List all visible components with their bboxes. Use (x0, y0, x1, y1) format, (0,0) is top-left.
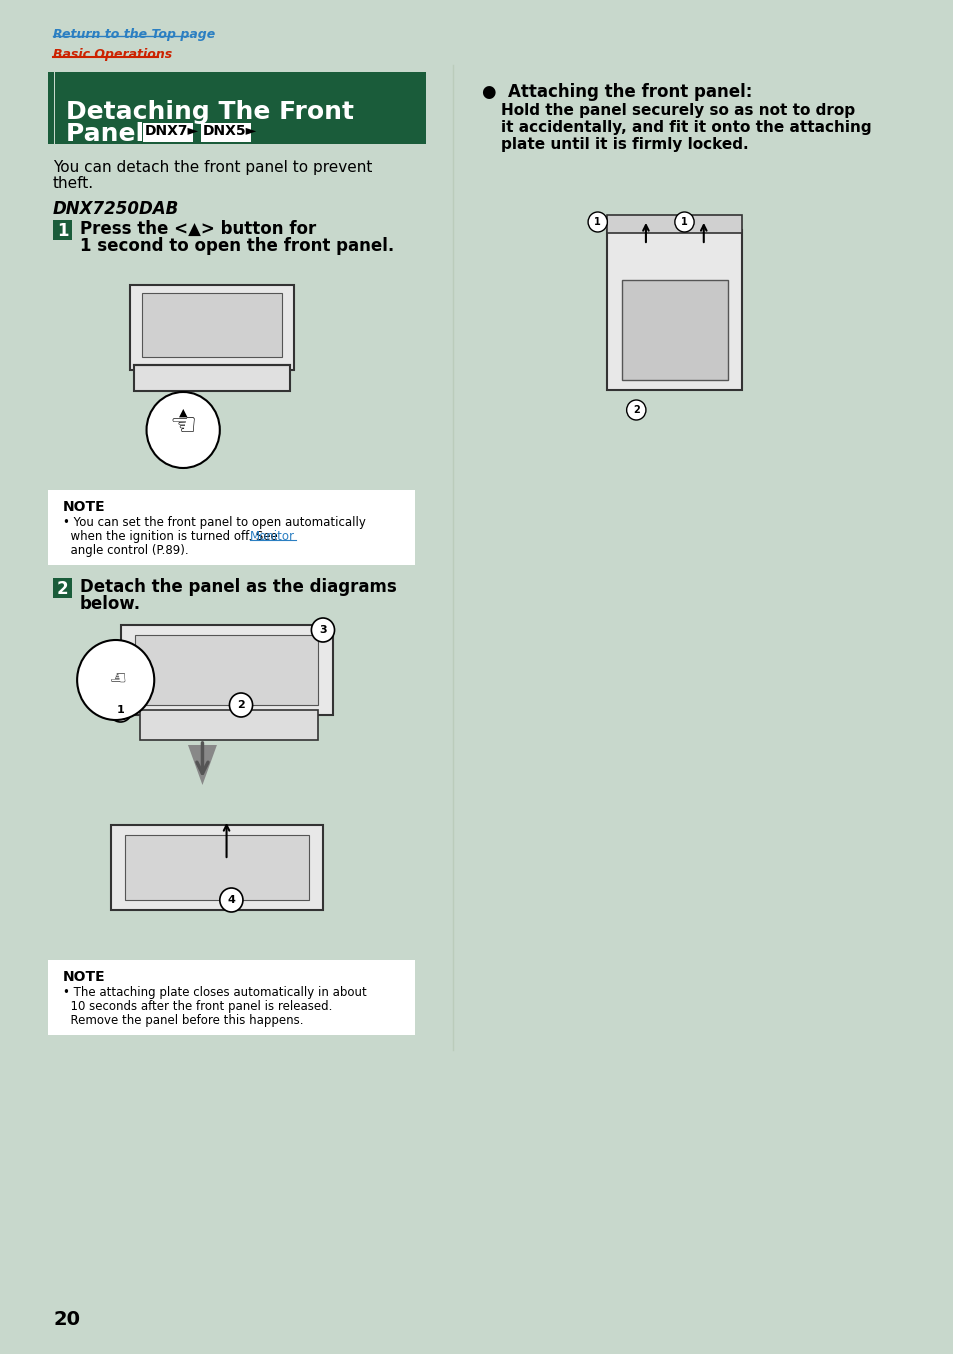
FancyBboxPatch shape (142, 292, 281, 356)
Text: Monitor: Monitor (250, 529, 294, 543)
FancyBboxPatch shape (53, 219, 72, 240)
Text: 1: 1 (57, 222, 69, 240)
Text: when the ignition is turned off. See: when the ignition is turned off. See (63, 529, 281, 543)
Circle shape (230, 693, 253, 718)
Text: 1: 1 (116, 705, 124, 715)
Text: 2: 2 (57, 580, 69, 598)
Text: plate until it is firmly locked.: plate until it is firmly locked. (500, 137, 748, 152)
Polygon shape (134, 366, 290, 391)
Text: ☜: ☜ (170, 412, 196, 441)
Text: 2: 2 (237, 700, 245, 709)
Text: 1: 1 (594, 217, 600, 227)
FancyBboxPatch shape (49, 960, 415, 1034)
Text: below.: below. (80, 594, 141, 613)
FancyBboxPatch shape (55, 72, 426, 144)
Text: ▲: ▲ (179, 408, 187, 418)
Text: it accidentally, and fit it onto the attaching: it accidentally, and fit it onto the att… (500, 121, 871, 135)
FancyBboxPatch shape (130, 284, 294, 370)
FancyBboxPatch shape (607, 230, 741, 390)
Text: Detach the panel as the diagrams: Detach the panel as the diagrams (80, 578, 396, 596)
Text: ●  Attaching the front panel:: ● Attaching the front panel: (481, 83, 752, 102)
Text: DNX7►: DNX7► (145, 125, 198, 138)
Text: DNX7250DAB: DNX7250DAB (53, 200, 179, 218)
FancyBboxPatch shape (49, 490, 415, 565)
Text: Press the <▲> button for: Press the <▲> button for (80, 219, 316, 238)
Text: Panel: Panel (66, 122, 152, 146)
Text: ☞: ☞ (107, 665, 124, 684)
Text: 20: 20 (53, 1311, 80, 1330)
FancyBboxPatch shape (143, 123, 193, 142)
FancyBboxPatch shape (134, 635, 317, 705)
Text: 1 second to open the front panel.: 1 second to open the front panel. (80, 237, 394, 255)
FancyBboxPatch shape (53, 578, 72, 598)
Circle shape (147, 393, 219, 468)
Circle shape (674, 213, 694, 232)
Circle shape (109, 699, 132, 722)
FancyBboxPatch shape (49, 72, 54, 144)
Text: • The attaching plate closes automatically in about: • The attaching plate closes automatical… (63, 986, 366, 999)
FancyBboxPatch shape (111, 825, 323, 910)
Text: • You can set the front panel to open automatically: • You can set the front panel to open au… (63, 516, 365, 529)
FancyBboxPatch shape (607, 215, 741, 233)
Polygon shape (188, 745, 216, 785)
Text: 3: 3 (319, 626, 327, 635)
Text: NOTE: NOTE (63, 500, 105, 515)
Circle shape (626, 399, 645, 420)
Text: Detaching The Front: Detaching The Front (66, 100, 354, 125)
Text: 10 seconds after the front panel is released.: 10 seconds after the front panel is rele… (63, 1001, 332, 1013)
Circle shape (219, 888, 243, 913)
FancyBboxPatch shape (125, 835, 308, 900)
Text: You can detach the front panel to prevent: You can detach the front panel to preven… (53, 160, 372, 175)
Text: 1: 1 (680, 217, 687, 227)
Text: 4: 4 (227, 895, 235, 904)
FancyBboxPatch shape (200, 123, 251, 142)
Circle shape (77, 640, 154, 720)
FancyBboxPatch shape (120, 626, 333, 715)
Text: Remove the panel before this happens.: Remove the panel before this happens. (63, 1014, 303, 1026)
FancyBboxPatch shape (621, 280, 727, 380)
Text: angle control (P.89).: angle control (P.89). (63, 544, 188, 556)
Text: DNX5►: DNX5► (202, 125, 256, 138)
FancyBboxPatch shape (140, 709, 317, 741)
Text: NOTE: NOTE (63, 969, 105, 984)
Text: Hold the panel securely so as not to drop: Hold the panel securely so as not to dro… (500, 103, 855, 118)
Text: 2: 2 (632, 405, 639, 414)
Circle shape (587, 213, 607, 232)
Circle shape (311, 617, 335, 642)
Text: Return to the Top page: Return to the Top page (53, 28, 215, 41)
Text: theft.: theft. (53, 176, 94, 191)
Text: Basic Operations: Basic Operations (53, 47, 172, 61)
